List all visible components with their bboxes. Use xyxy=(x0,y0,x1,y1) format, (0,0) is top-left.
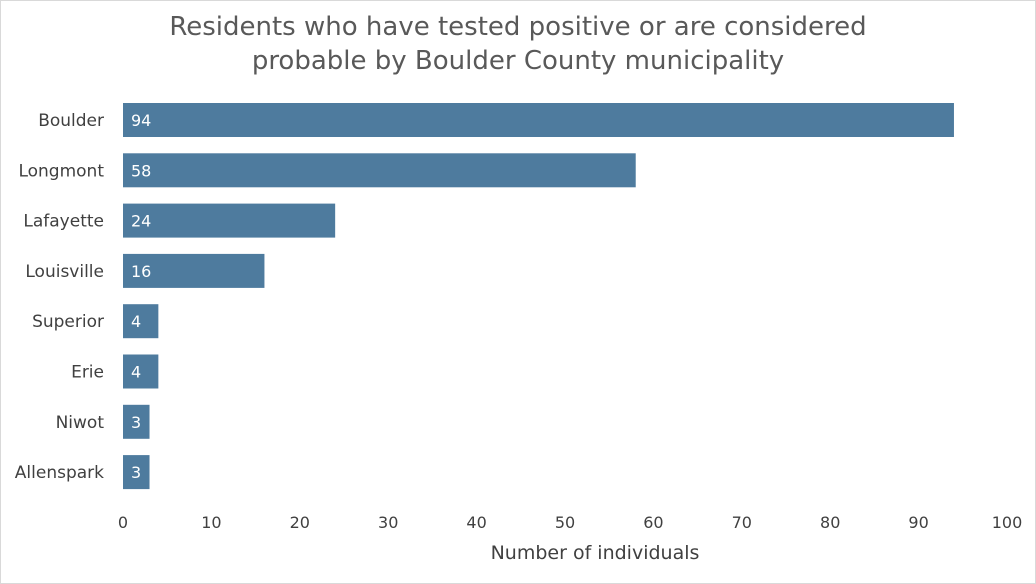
bar-lafayette xyxy=(123,203,336,238)
x-tick-label-50: 50 xyxy=(555,513,575,532)
category-label-boulder: Boulder xyxy=(38,111,104,131)
category-label-erie: Erie xyxy=(71,363,104,383)
x-tick-label-60: 60 xyxy=(643,513,663,532)
chart-title: Residents who have tested positive or ar… xyxy=(0,10,1036,78)
bar-value-label-boulder: 94 xyxy=(131,111,151,130)
bar-superior xyxy=(123,304,159,339)
bar-allenspark xyxy=(123,455,150,490)
category-label-longmont: Longmont xyxy=(18,161,104,181)
bar-value-label-lafayette: 24 xyxy=(131,212,151,231)
x-tick-label-70: 70 xyxy=(732,513,752,532)
category-label-louisville: Louisville xyxy=(25,262,104,282)
x-tick-label-90: 90 xyxy=(908,513,928,532)
x-tick-label-80: 80 xyxy=(820,513,840,532)
x-axis-title: Number of individuals xyxy=(491,542,700,564)
x-tick-label-10: 10 xyxy=(201,513,221,532)
bar-value-label-niwot: 3 xyxy=(131,413,141,432)
category-label-allenspark: Allenspark xyxy=(15,463,104,483)
bar-louisville xyxy=(123,253,265,288)
bar-boulder xyxy=(123,103,954,137)
x-tick-label-100: 100 xyxy=(992,513,1023,532)
x-tick-label-20: 20 xyxy=(290,513,310,532)
category-label-niwot: Niwot xyxy=(56,413,105,433)
bars-group: 94 58 24 16 4 4 3 3 xyxy=(123,103,954,490)
category-label-superior: Superior xyxy=(32,312,104,332)
bar-value-label-superior: 4 xyxy=(131,312,141,331)
chart-title-line-2: probable by Boulder County municipality xyxy=(251,46,785,76)
bar-value-label-louisville: 16 xyxy=(131,262,151,281)
bar-value-label-erie: 4 xyxy=(131,363,141,382)
x-tick-label-30: 30 xyxy=(378,513,398,532)
bar-niwot xyxy=(123,404,150,439)
bar-value-label-allenspark: 3 xyxy=(131,463,141,482)
category-label-lafayette: Lafayette xyxy=(23,212,104,232)
chart-title-line-1: Residents who have tested positive or ar… xyxy=(169,12,867,42)
bar-longmont xyxy=(123,153,636,188)
bar-value-label-longmont: 58 xyxy=(131,161,151,180)
x-tick-labels-group: 0 10 20 30 40 50 60 70 80 90 100 xyxy=(118,513,1022,532)
category-labels-group: Boulder Longmont Lafayette Louisville Superi… xyxy=(15,111,105,483)
x-tick-label-0: 0 xyxy=(118,513,128,532)
bar-erie xyxy=(123,354,159,389)
x-tick-label-40: 40 xyxy=(466,513,486,532)
